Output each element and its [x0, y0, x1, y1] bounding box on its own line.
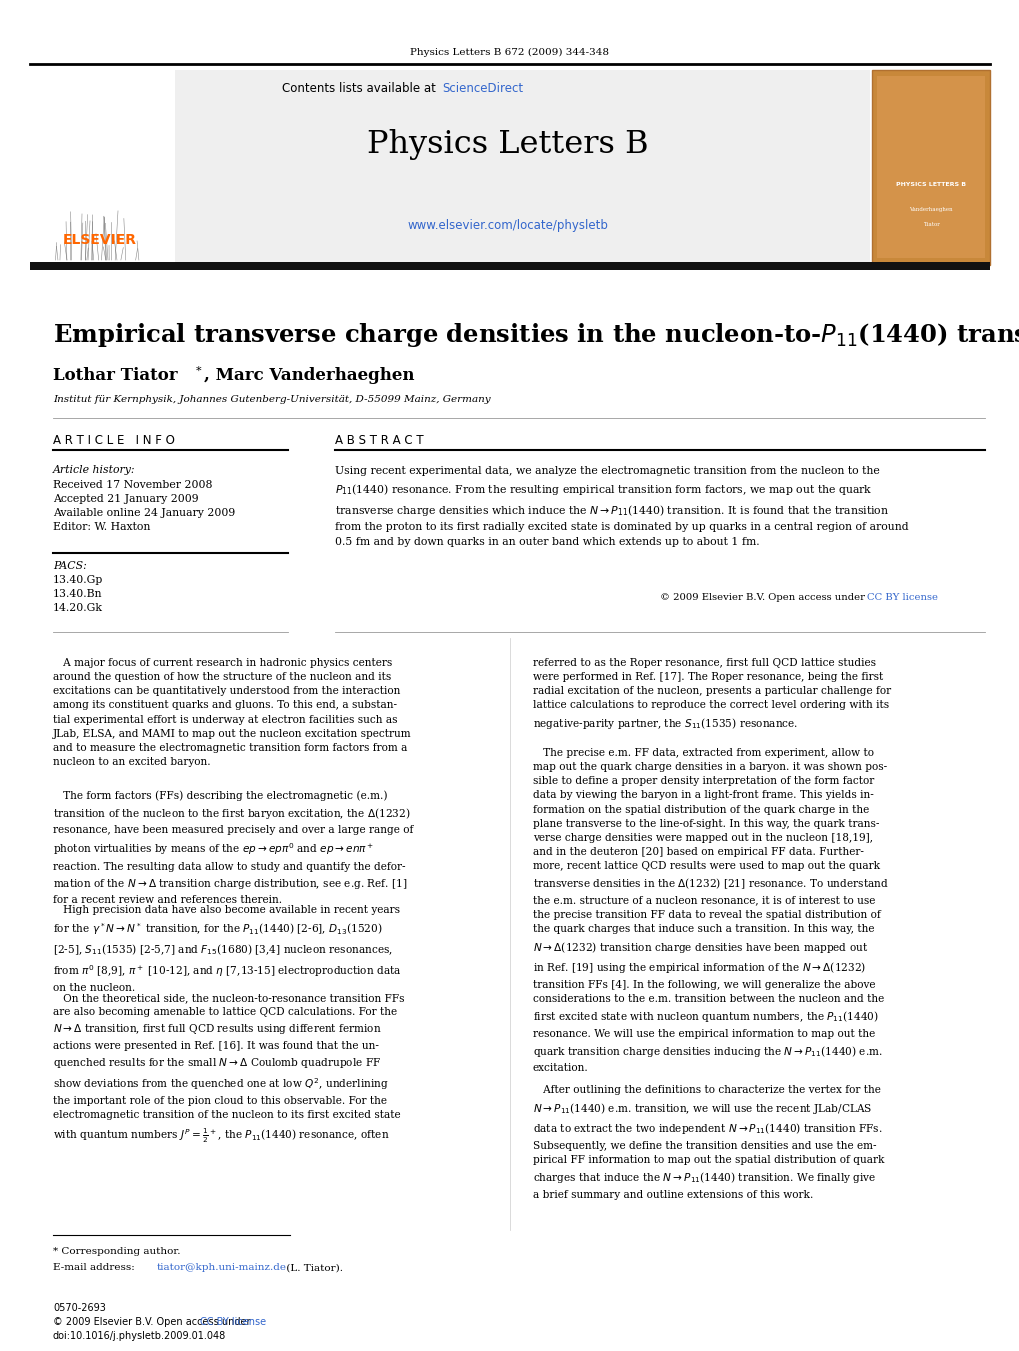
Text: 13.40.Gp: 13.40.Gp	[53, 576, 103, 585]
Text: CC BY license: CC BY license	[866, 593, 937, 603]
Text: , Marc Vanderhaeghen: , Marc Vanderhaeghen	[204, 366, 414, 384]
Text: PACS:: PACS:	[53, 561, 87, 571]
Text: 14.20.Gk: 14.20.Gk	[53, 603, 103, 613]
Text: doi:10.1016/j.physletb.2009.01.048: doi:10.1016/j.physletb.2009.01.048	[53, 1331, 226, 1342]
Text: referred to as the Roper resonance, first full QCD lattice studies
were performe: referred to as the Roper resonance, firs…	[533, 658, 891, 731]
Bar	[30, 262, 989, 270]
Text: The precise e.m. FF data, extracted from experiment, allow to
map out the quark : The precise e.m. FF data, extracted from…	[533, 748, 888, 1074]
Bar	[871, 70, 989, 265]
Text: Article history:: Article history:	[53, 465, 136, 476]
Text: ScienceDirect: ScienceDirect	[441, 81, 523, 95]
Text: A R T I C L E   I N F O: A R T I C L E I N F O	[53, 434, 174, 446]
Text: Physics Letters B: Physics Letters B	[367, 130, 648, 161]
Text: 13.40.Bn: 13.40.Bn	[53, 589, 102, 598]
Text: Lothar Tiator: Lothar Tiator	[53, 366, 177, 384]
Text: Editor: W. Haxton: Editor: W. Haxton	[53, 521, 150, 532]
Text: tiator@kph.uni-mainz.de: tiator@kph.uni-mainz.de	[157, 1263, 286, 1273]
Text: Accepted 21 January 2009: Accepted 21 January 2009	[53, 494, 199, 504]
Text: E-mail address:: E-mail address:	[53, 1263, 138, 1273]
Text: Available online 24 January 2009: Available online 24 January 2009	[53, 508, 235, 517]
Text: * Corresponding author.: * Corresponding author.	[53, 1247, 180, 1256]
Text: After outlining the definitions to characterize the vertex for the
$N \rightarro: After outlining the definitions to chara…	[533, 1085, 883, 1200]
Text: On the theoretical side, the nucleon-to-resonance transition FFs
are also becomi: On the theoretical side, the nucleon-to-…	[53, 993, 405, 1144]
Text: CC BY license: CC BY license	[200, 1317, 266, 1327]
Text: www.elsevier.com/locate/physletb: www.elsevier.com/locate/physletb	[408, 219, 608, 231]
Text: ELSEVIER: ELSEVIER	[63, 232, 137, 247]
Text: Institut für Kernphysik, Johannes Gutenberg-Universität, D-55099 Mainz, Germany: Institut für Kernphysik, Johannes Gutenb…	[53, 396, 490, 404]
Bar	[30, 70, 869, 265]
Text: 0570-2693: 0570-2693	[53, 1302, 106, 1313]
Text: Empirical transverse charge densities in the nucleon-to-$P_{11}$(1440) transitio: Empirical transverse charge densities in…	[53, 322, 1019, 349]
Text: Received 17 November 2008: Received 17 November 2008	[53, 480, 212, 490]
Text: PHYSICS LETTERS B: PHYSICS LETTERS B	[895, 182, 965, 188]
Text: Tiator: Tiator	[921, 223, 938, 227]
Text: © 2009 Elsevier B.V. Open access under: © 2009 Elsevier B.V. Open access under	[659, 593, 867, 603]
Text: © 2009 Elsevier B.V. Open access under: © 2009 Elsevier B.V. Open access under	[53, 1317, 254, 1327]
Bar	[30, 70, 175, 265]
Text: *: *	[196, 366, 202, 376]
Text: Physics Letters B 672 (2009) 344-348: Physics Letters B 672 (2009) 344-348	[410, 47, 609, 57]
Text: A B S T R A C T: A B S T R A C T	[334, 434, 423, 446]
Text: Vanderhaeghen: Vanderhaeghen	[908, 208, 952, 212]
Text: High precision data have also become available in recent years
for the $\gamma^*: High precision data have also become ava…	[53, 905, 401, 993]
Text: Using recent experimental data, we analyze the electromagnetic transition from t: Using recent experimental data, we analy…	[334, 466, 908, 547]
Text: Contents lists available at: Contents lists available at	[282, 81, 439, 95]
Text: The form factors (FFs) describing the electromagnetic (e.m.)
transition of the n: The form factors (FFs) describing the el…	[53, 790, 413, 905]
Text: A major focus of current research in hadronic physics centers
around the questio: A major focus of current research in had…	[53, 658, 412, 767]
Bar	[876, 76, 984, 258]
Text: (L. Tiator).: (L. Tiator).	[282, 1263, 342, 1273]
